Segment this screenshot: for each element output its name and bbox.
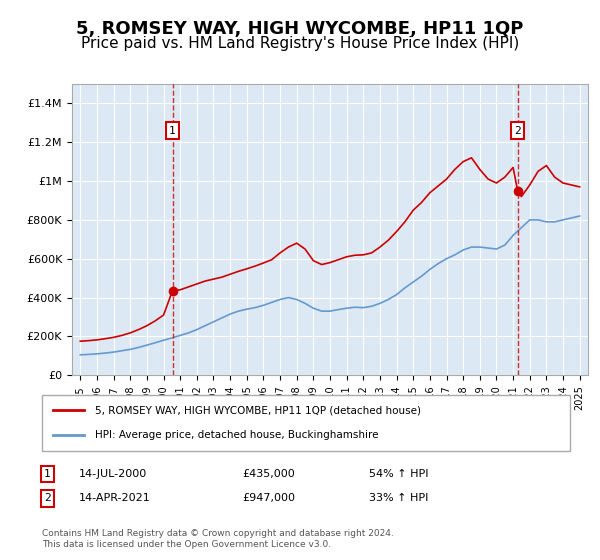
- Text: 5, ROMSEY WAY, HIGH WYCOMBE, HP11 1QP: 5, ROMSEY WAY, HIGH WYCOMBE, HP11 1QP: [76, 20, 524, 38]
- Text: 14-APR-2021: 14-APR-2021: [79, 493, 151, 503]
- Text: Contains HM Land Registry data © Crown copyright and database right 2024.
This d: Contains HM Land Registry data © Crown c…: [42, 529, 394, 549]
- Text: Price paid vs. HM Land Registry's House Price Index (HPI): Price paid vs. HM Land Registry's House …: [81, 36, 519, 52]
- Text: 14-JUL-2000: 14-JUL-2000: [79, 469, 147, 479]
- Text: 1: 1: [169, 125, 176, 136]
- Text: 33% ↑ HPI: 33% ↑ HPI: [370, 493, 429, 503]
- Text: 5, ROMSEY WAY, HIGH WYCOMBE, HP11 1QP (detached house): 5, ROMSEY WAY, HIGH WYCOMBE, HP11 1QP (d…: [95, 405, 421, 416]
- Text: 2: 2: [514, 125, 521, 136]
- Text: 1: 1: [44, 469, 50, 479]
- Text: £435,000: £435,000: [242, 469, 295, 479]
- Text: £947,000: £947,000: [242, 493, 296, 503]
- FancyBboxPatch shape: [42, 395, 570, 451]
- Text: 2: 2: [44, 493, 50, 503]
- Text: 54% ↑ HPI: 54% ↑ HPI: [370, 469, 429, 479]
- Text: HPI: Average price, detached house, Buckinghamshire: HPI: Average price, detached house, Buck…: [95, 430, 379, 440]
